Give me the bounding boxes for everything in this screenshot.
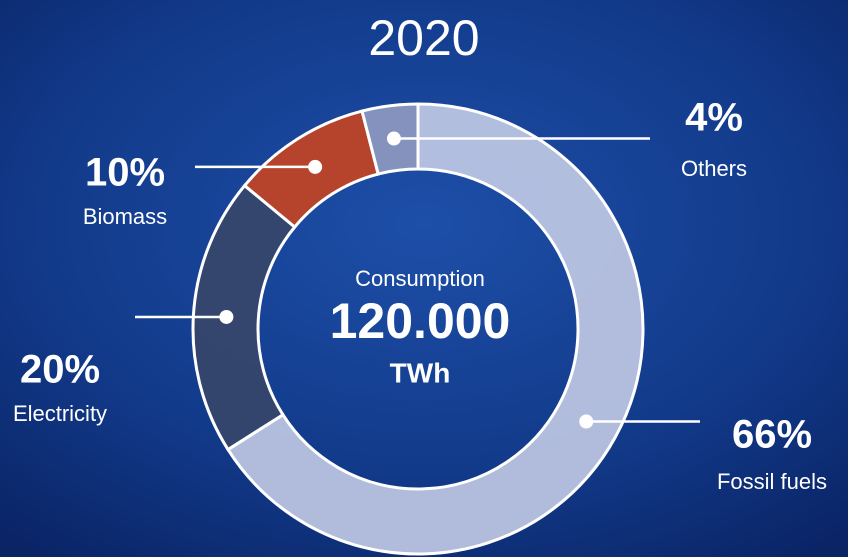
- leader-dot: [387, 132, 401, 146]
- category-label: Biomass: [83, 204, 167, 229]
- value-label: 4%: [685, 96, 743, 140]
- center-unit: TWh: [390, 357, 451, 388]
- chart-title: 2020: [368, 10, 479, 66]
- value-label: 10%: [85, 151, 165, 195]
- category-label: Others: [681, 156, 747, 181]
- chart: 2020 Consumption 120.000 TWh 66% Fossil f…: [0, 0, 848, 557]
- center-label: Consumption: [355, 266, 485, 291]
- center-value: 120.000: [330, 293, 511, 349]
- value-label: 66%: [732, 413, 812, 457]
- value-label: 20%: [20, 348, 100, 392]
- leader-dot: [579, 414, 593, 428]
- category-label: Fossil fuels: [717, 469, 827, 494]
- page: {"chart_data": { "type": "donut", "title…: [0, 0, 848, 557]
- leader-dot: [219, 310, 233, 324]
- category-label: Electricity: [13, 401, 107, 426]
- leader-dot: [308, 160, 322, 174]
